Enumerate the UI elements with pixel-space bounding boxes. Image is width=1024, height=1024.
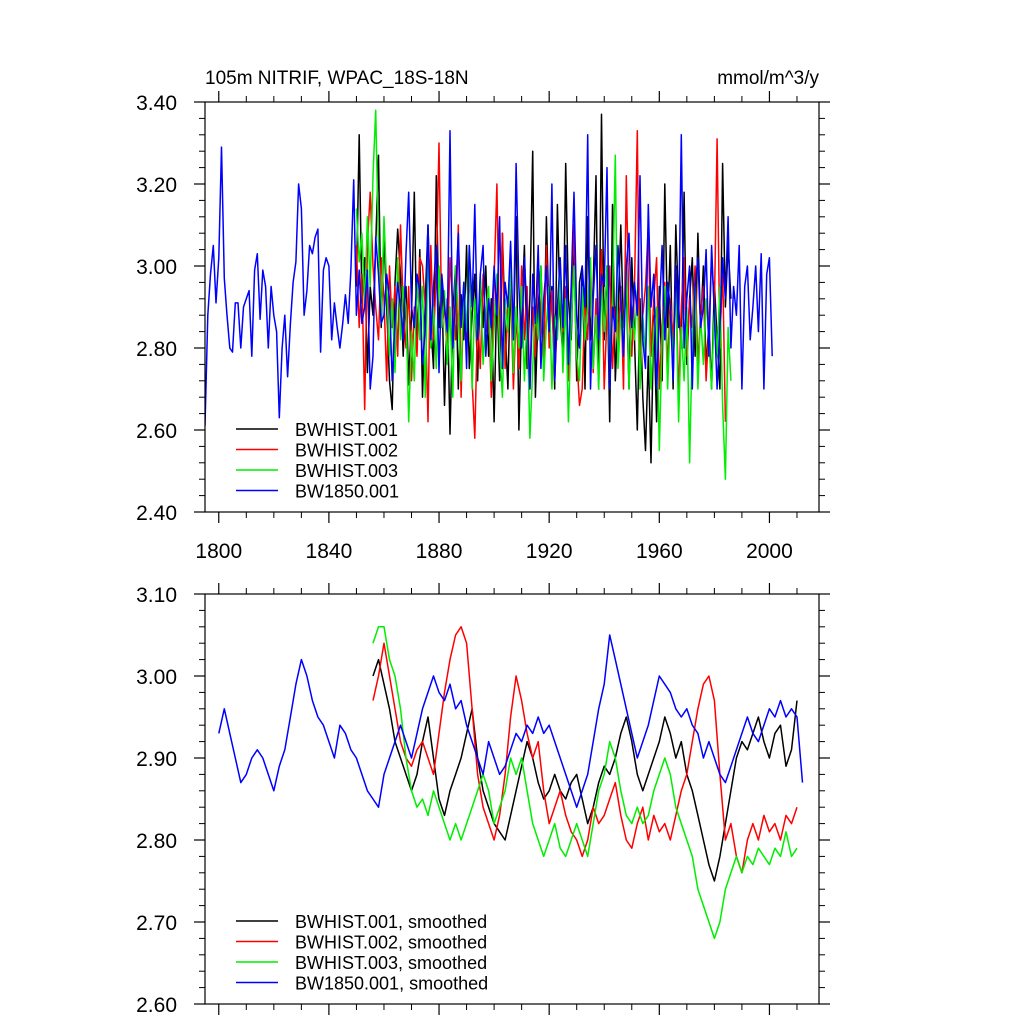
legend-label: BWHIST.003, smoothed xyxy=(295,953,487,973)
series-line-3 xyxy=(372,626,798,940)
y-tick-label: 2.80 xyxy=(136,338,177,361)
series-line-2 xyxy=(372,626,798,874)
legend-label: BWHIST.003 xyxy=(295,461,398,481)
x-tick-label: 1960 xyxy=(636,540,683,563)
x-tick-label: 1800 xyxy=(195,540,242,563)
top-panel-raw-series: 2.40 2.60 2.80 3.00 3.20 3.40 1800 1840 1880 1920… xyxy=(136,68,830,563)
x-tick-label: 1840 xyxy=(306,540,353,563)
y-tick-label: 3.20 xyxy=(136,174,177,197)
plot-frame xyxy=(204,593,820,1005)
chart-title: 105m NITRIF, WPAC_18S-18N xyxy=(205,68,469,89)
units-label: mmol/m^3/y xyxy=(717,68,819,89)
y-tick-label: 2.60 xyxy=(136,420,177,443)
series-group xyxy=(218,626,804,940)
y-tick-label: 3.10 xyxy=(136,584,177,607)
legend-label: BW1850.001 xyxy=(295,482,399,502)
plot-frame xyxy=(204,101,820,513)
legend-label: BW1850.001, smoothed xyxy=(295,974,488,994)
legend-label: BWHIST.001 xyxy=(295,420,398,440)
series-line-3 xyxy=(355,109,732,480)
legend-label: BWHIST.001, smoothed xyxy=(295,912,487,932)
bottom-panel-smoothed-series: 2.60 2.70 2.80 2.90 3.00 3.10 BWHIST.001, smoo… xyxy=(136,583,830,1017)
legend-label: BWHIST.002, smoothed xyxy=(295,933,487,953)
y-tick-label: 3.40 xyxy=(136,92,177,115)
x-tick-label: 2000 xyxy=(746,540,793,563)
y-tick-label: 2.60 xyxy=(136,994,177,1017)
series-line-4 xyxy=(218,634,804,808)
series-group xyxy=(205,109,773,480)
y-tick-label: 2.70 xyxy=(136,912,177,935)
series-line-1 xyxy=(372,658,798,882)
legend-label: BWHIST.002 xyxy=(295,441,398,461)
x-tick-label: 1920 xyxy=(526,540,573,563)
series-line-4 xyxy=(205,129,773,426)
y-tick-label: 3.00 xyxy=(136,256,177,279)
y-tick-label: 3.00 xyxy=(136,666,177,689)
y-tick-label: 2.90 xyxy=(136,748,177,771)
x-tick-label: 1880 xyxy=(416,540,463,563)
y-tick-label: 2.80 xyxy=(136,830,177,853)
y-tick-label: 2.40 xyxy=(136,502,177,525)
